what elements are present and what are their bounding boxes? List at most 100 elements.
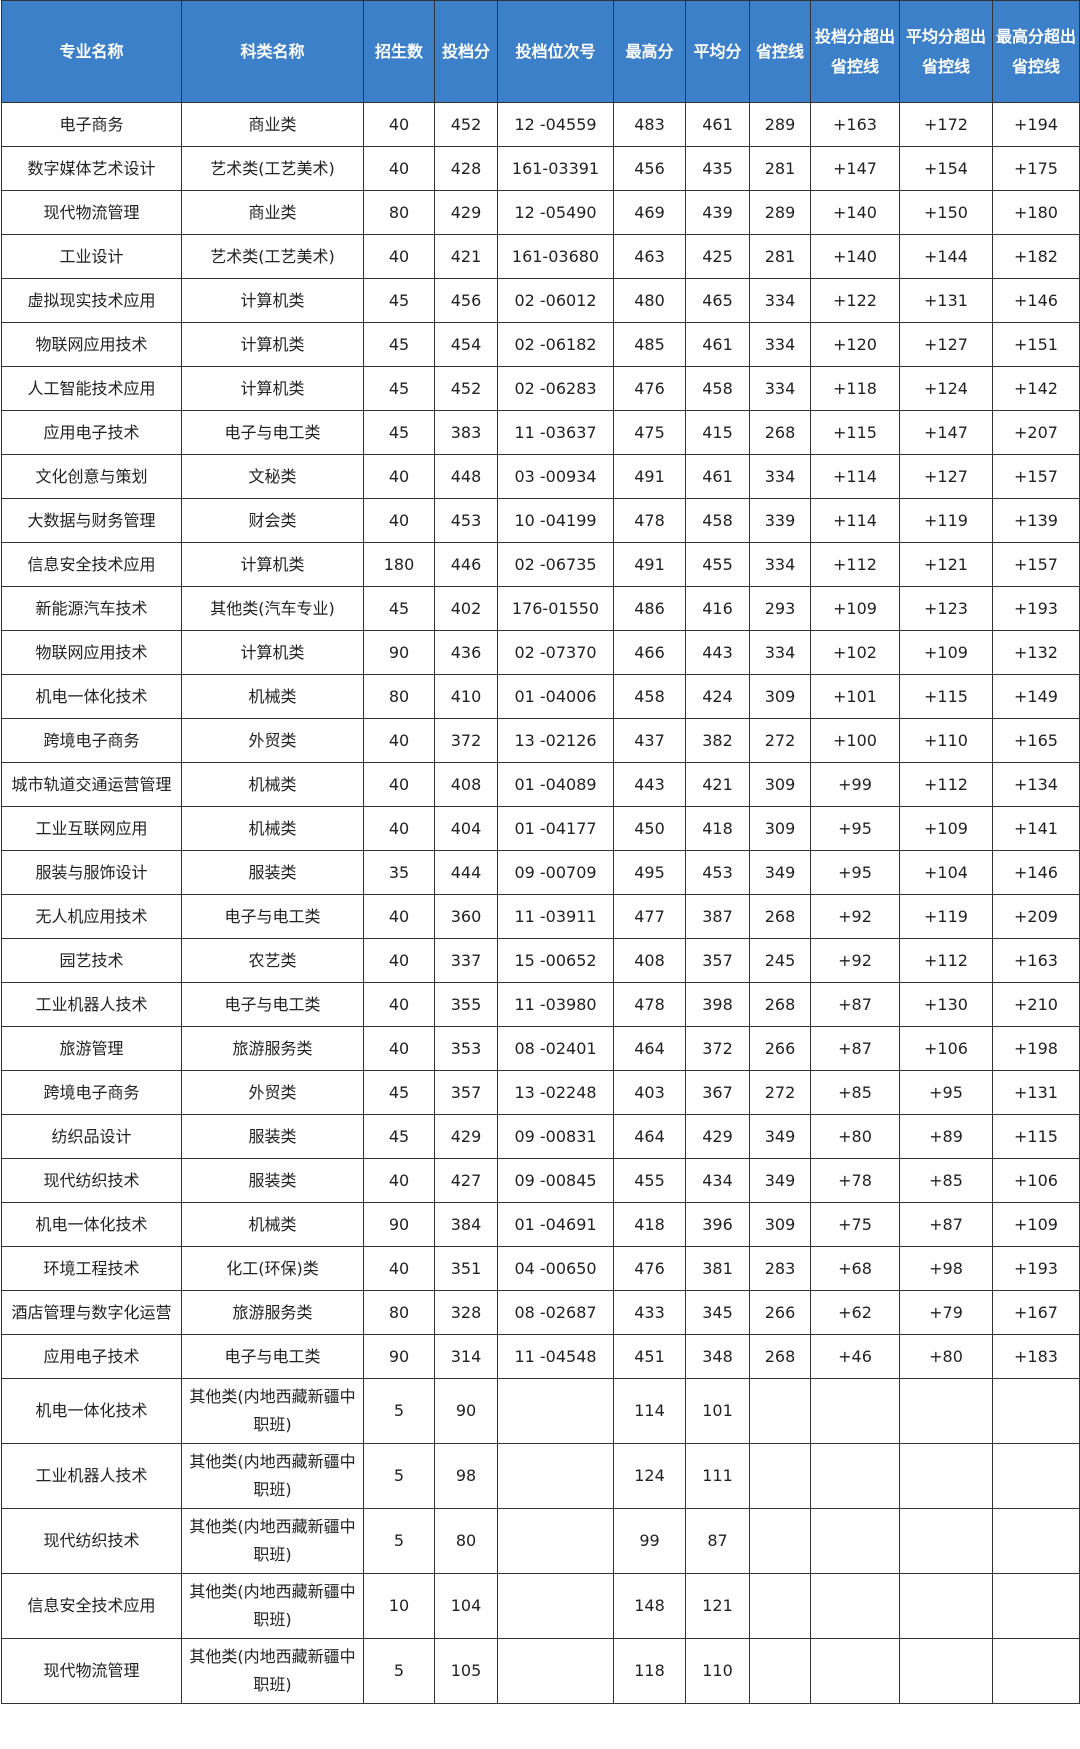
cell-avg-over-line: +119 [899, 894, 993, 939]
cell-category: 其他类(内地西藏新疆中职班) [181, 1378, 364, 1444]
cell-max-over-line: +157 [992, 454, 1080, 499]
cell-control-line [749, 1573, 811, 1639]
cell-cutoff-over-line: +115 [810, 410, 900, 455]
cell-avg-score: 372 [685, 1026, 750, 1071]
cell-max-over-line [992, 1573, 1080, 1639]
cell-avg-score: 453 [685, 850, 750, 895]
cell-max-over-line: +157 [992, 542, 1080, 587]
cell-max-score: 403 [613, 1070, 686, 1115]
cell-cutoff-rank: 161-03391 [497, 146, 614, 191]
cell-cutoff-score: 337 [434, 938, 498, 983]
cell-major: 工业互联网应用 [1, 806, 182, 851]
table-row: 工业设计 艺术类(工艺美术) 40 421 161-03680 463 425 281 +140… [1, 234, 1080, 279]
cell-category: 电子与电工类 [181, 410, 364, 455]
cell-max-score: 464 [613, 1114, 686, 1159]
cell-cutoff-score: 357 [434, 1070, 498, 1115]
cell-major: 现代纺织技术 [1, 1508, 182, 1574]
cell-cutoff-rank: 01 -04006 [497, 674, 614, 719]
cell-avg-score: 461 [685, 102, 750, 147]
header-max-score: 最高分 [613, 0, 686, 103]
cell-avg-score: 461 [685, 322, 750, 367]
cell-avg-score: 345 [685, 1290, 750, 1335]
cell-max-score: 477 [613, 894, 686, 939]
header-row: 专业名称 科类名称 招生数 投档分 投档位次号 最高分 平均分 省控线 投档分超出省控线 平均分超… [1, 0, 1080, 103]
cell-cutoff-rank: 03 -00934 [497, 454, 614, 499]
cell-cutoff-over-line [810, 1378, 900, 1444]
admission-scores-table: 专业名称 科类名称 招生数 投档分 投档位次号 最高分 平均分 省控线 投档分超出省控线 平均分超… [1, 0, 1080, 1704]
cell-cutoff-rank [497, 1508, 614, 1574]
cell-max-over-line: +198 [992, 1026, 1080, 1071]
cell-category: 外贸类 [181, 1070, 364, 1115]
cell-category: 计算机类 [181, 322, 364, 367]
cell-cutoff-over-line: +80 [810, 1114, 900, 1159]
cell-cutoff-over-line: +95 [810, 806, 900, 851]
cell-avg-over-line: +89 [899, 1114, 993, 1159]
cell-avg-over-line: +110 [899, 718, 993, 763]
cell-cutoff-rank: 09 -00845 [497, 1158, 614, 1203]
cell-max-over-line: +167 [992, 1290, 1080, 1335]
cell-max-over-line: +194 [992, 102, 1080, 147]
cell-enrollment: 80 [363, 674, 435, 719]
cell-max-over-line: +146 [992, 278, 1080, 323]
cell-major: 现代物流管理 [1, 190, 182, 235]
cell-max-score: 491 [613, 542, 686, 587]
cell-cutoff-rank [497, 1573, 614, 1639]
cell-category: 服装类 [181, 850, 364, 895]
cell-cutoff-score: 104 [434, 1573, 498, 1639]
cell-major: 跨境电子商务 [1, 718, 182, 763]
table-row: 工业机器人技术 其他类(内地西藏新疆中职班) 5 98 124 111 [1, 1443, 1080, 1509]
cell-max-score: 408 [613, 938, 686, 983]
cell-enrollment: 5 [363, 1638, 435, 1704]
cell-max-over-line [992, 1378, 1080, 1444]
cell-cutoff-over-line: +99 [810, 762, 900, 807]
cell-enrollment: 40 [363, 1246, 435, 1291]
cell-enrollment: 40 [363, 1026, 435, 1071]
cell-cutoff-rank: 01 -04691 [497, 1202, 614, 1247]
cell-enrollment: 40 [363, 1158, 435, 1203]
header-max-over-line: 最高分超出省控线 [992, 0, 1080, 103]
cell-cutoff-score: 360 [434, 894, 498, 939]
cell-avg-over-line: +150 [899, 190, 993, 235]
cell-major: 文化创意与策划 [1, 454, 182, 499]
cell-category: 计算机类 [181, 278, 364, 323]
table-row: 机电一体化技术 其他类(内地西藏新疆中职班) 5 90 114 101 [1, 1378, 1080, 1444]
table-row: 跨境电子商务 外贸类 40 372 13 -02126 437 382 272 +100 +110… [1, 718, 1080, 763]
cell-control-line: 339 [749, 498, 811, 543]
table-row: 现代纺织技术 服装类 40 427 09 -00845 455 434 349 +78 +85 +1… [1, 1158, 1080, 1203]
cell-cutoff-score: 402 [434, 586, 498, 631]
cell-cutoff-score: 454 [434, 322, 498, 367]
table-row: 机电一体化技术 机械类 80 410 01 -04006 458 424 309 +101 +11… [1, 674, 1080, 719]
table-row: 无人机应用技术 电子与电工类 40 360 11 -03911 477 387 268 +92 +… [1, 894, 1080, 939]
cell-cutoff-rank: 01 -04089 [497, 762, 614, 807]
cell-avg-over-line: +112 [899, 938, 993, 983]
cell-cutoff-score: 456 [434, 278, 498, 323]
table-row: 城市轨道交通运营管理 机械类 40 408 01 -04089 443 421 309 +99 +… [1, 762, 1080, 807]
cell-control-line: 349 [749, 1114, 811, 1159]
cell-cutoff-rank [497, 1638, 614, 1704]
cell-max-score: 485 [613, 322, 686, 367]
table-row: 信息安全技术应用 其他类(内地西藏新疆中职班) 10 104 148 121 [1, 1573, 1080, 1639]
cell-category: 文秘类 [181, 454, 364, 499]
cell-cutoff-score: 80 [434, 1508, 498, 1574]
cell-major: 信息安全技术应用 [1, 542, 182, 587]
cell-max-over-line: +141 [992, 806, 1080, 851]
cell-cutoff-score: 428 [434, 146, 498, 191]
cell-cutoff-rank: 02 -07370 [497, 630, 614, 675]
cell-cutoff-score: 355 [434, 982, 498, 1027]
cell-cutoff-score: 410 [434, 674, 498, 719]
cell-cutoff-over-line: +100 [810, 718, 900, 763]
cell-enrollment: 40 [363, 498, 435, 543]
cell-cutoff-over-line: +109 [810, 586, 900, 631]
cell-control-line [749, 1508, 811, 1574]
cell-major: 城市轨道交通运营管理 [1, 762, 182, 807]
cell-control-line: 272 [749, 1070, 811, 1115]
cell-cutoff-rank: 11 -03637 [497, 410, 614, 455]
cell-avg-over-line: +127 [899, 322, 993, 367]
cell-cutoff-rank [497, 1443, 614, 1509]
cell-cutoff-score: 98 [434, 1443, 498, 1509]
table-row: 现代物流管理 其他类(内地西藏新疆中职班) 5 105 118 110 [1, 1638, 1080, 1704]
table-row: 环境工程技术 化工(环保)类 40 351 04 -00650 476 381 283 +68 +… [1, 1246, 1080, 1291]
table-row: 物联网应用技术 计算机类 90 436 02 -07370 466 443 334 +102 +1… [1, 630, 1080, 675]
cell-major: 人工智能技术应用 [1, 366, 182, 411]
cell-avg-over-line: +147 [899, 410, 993, 455]
